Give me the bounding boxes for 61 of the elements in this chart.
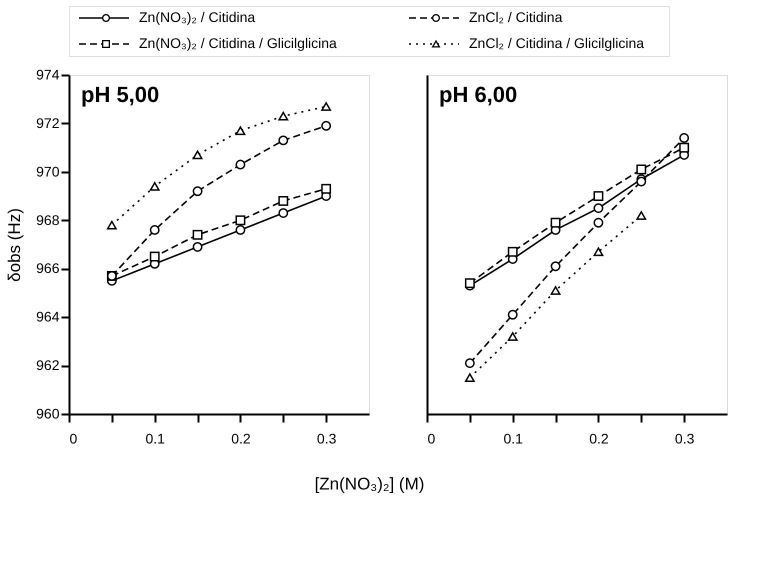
x-tick-label: 0.3 <box>674 430 695 446</box>
point <box>508 332 518 341</box>
point <box>192 242 203 252</box>
y-tick-label: 968 <box>36 212 60 228</box>
point <box>321 184 332 194</box>
point <box>593 218 604 228</box>
y-axis-title: δobs (Hz) <box>5 208 24 282</box>
x-tick-label: 0.1 <box>503 430 524 446</box>
point <box>150 182 160 191</box>
point <box>235 126 246 136</box>
legend-label: ZnCl₂ / Citidina / Glicilglicina <box>469 35 644 51</box>
point <box>464 373 475 382</box>
point <box>593 247 604 256</box>
point <box>508 310 518 320</box>
point <box>550 218 561 228</box>
point <box>150 225 160 235</box>
x-tick-label: 0.1 <box>145 430 166 446</box>
point <box>508 246 518 257</box>
point <box>278 112 288 121</box>
chart-title: pH 5,00 <box>81 82 160 107</box>
point <box>150 252 160 262</box>
y-tick-label: 970 <box>36 163 60 180</box>
point <box>278 135 288 146</box>
point <box>636 164 646 174</box>
x-tick-label: 0.3 <box>316 430 337 446</box>
y-tick-label: 964 <box>36 308 60 325</box>
point <box>636 211 646 220</box>
point <box>192 186 203 196</box>
point <box>235 215 246 226</box>
point <box>636 176 646 186</box>
y-tick-label: 972 <box>36 114 60 131</box>
point <box>278 208 288 218</box>
point <box>550 261 561 272</box>
point <box>464 278 475 288</box>
y-tick-label: 974 <box>36 66 60 82</box>
x-tick-label: 0 <box>428 430 436 446</box>
x-tick-label: 0 <box>70 430 78 446</box>
point <box>593 191 604 202</box>
point <box>192 230 203 240</box>
point <box>235 225 246 235</box>
point <box>679 142 690 153</box>
point <box>106 220 117 230</box>
point <box>278 196 288 206</box>
point <box>321 120 332 131</box>
legend-label: Zn(NO₃)₂ / Citidina <box>139 9 256 25</box>
x-tick-label: 0.2 <box>231 430 251 446</box>
point <box>550 286 561 295</box>
legend-label: Zn(NO₃)₂ / Citidina / Glicilglicina <box>139 35 338 51</box>
y-tick-label: 962 <box>36 357 60 374</box>
y-tick-label: 960 <box>36 406 60 422</box>
point <box>679 133 690 143</box>
point <box>593 203 604 214</box>
legend-label: ZnCl₂ / Citidina <box>469 9 563 25</box>
point <box>321 102 332 111</box>
y-tick-label: 966 <box>36 260 60 276</box>
chart-title: pH 6,00 <box>439 82 518 107</box>
point <box>192 150 203 160</box>
x-tick-label: 0.2 <box>589 430 609 446</box>
x-axis-title: [Zn(NO₃)₂] (M) <box>314 474 424 494</box>
point <box>235 160 246 170</box>
point <box>464 358 475 368</box>
